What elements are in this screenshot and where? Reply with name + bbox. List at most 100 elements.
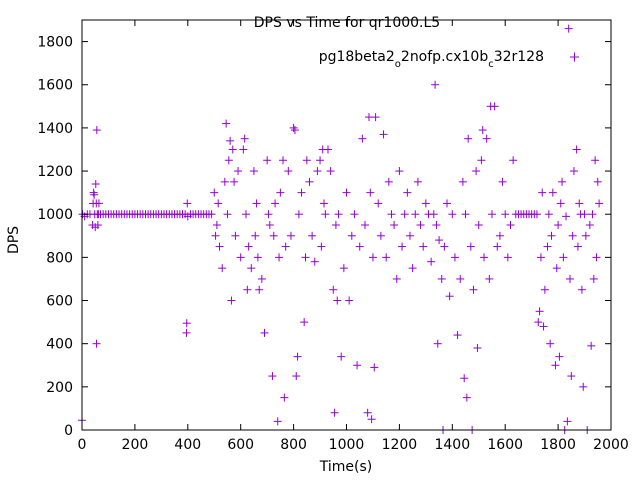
data-point (334, 210, 343, 219)
data-point (585, 221, 594, 229)
data-point (293, 352, 302, 361)
data-point (589, 274, 598, 283)
data-point (234, 167, 243, 176)
data-point (392, 274, 401, 283)
data-point (543, 242, 552, 251)
data-point (540, 285, 549, 294)
data-point (490, 102, 499, 111)
data-point (577, 285, 586, 294)
data-point (211, 231, 220, 240)
data-point (580, 210, 589, 219)
data-point (411, 210, 420, 219)
data-point (350, 210, 359, 219)
data-point (485, 274, 494, 283)
data-point (562, 212, 571, 221)
data-point (305, 177, 314, 186)
data-point (552, 264, 561, 273)
data-point (408, 264, 417, 273)
data-point (89, 188, 98, 197)
data-point (355, 242, 364, 251)
plot-marks (78, 24, 604, 434)
data-point (548, 188, 557, 197)
data-point (294, 210, 303, 219)
data-point (573, 242, 582, 251)
data-point (326, 167, 335, 176)
data-point (453, 331, 462, 340)
data-point (509, 156, 518, 165)
x-tick-label: 400 (174, 437, 201, 453)
data-point (276, 188, 285, 197)
legend-text-part: pg18beta2 (319, 49, 395, 65)
data-point (93, 221, 102, 229)
data-point (260, 328, 269, 337)
data-point (478, 126, 487, 135)
data-point (556, 199, 565, 208)
data-point (437, 274, 446, 283)
data-point (473, 344, 482, 352)
y-tick-label: 0 (64, 423, 73, 439)
data-point (532, 210, 541, 219)
data-point (538, 188, 547, 197)
data-point (367, 415, 376, 424)
data-point (333, 296, 342, 305)
data-point (284, 167, 293, 176)
data-point (310, 257, 319, 266)
data-point (555, 352, 564, 361)
data-point (563, 417, 572, 426)
data-point (384, 177, 393, 186)
data-point (405, 231, 414, 240)
data-point (456, 274, 465, 283)
data-point (182, 328, 191, 337)
data-point (432, 221, 441, 229)
data-point (92, 339, 101, 348)
data-point (214, 199, 223, 208)
x-tick-label: 0 (78, 437, 87, 453)
data-point (345, 296, 354, 305)
data-point (536, 253, 545, 262)
data-point (579, 382, 588, 391)
data-point (403, 188, 412, 197)
y-tick-label: 1800 (37, 35, 73, 51)
data-point (376, 231, 385, 240)
y-tick-label: 1400 (37, 121, 73, 137)
data-point (495, 231, 504, 240)
data-point (581, 231, 590, 240)
data-point (252, 199, 261, 208)
y-tick-label: 1200 (37, 164, 73, 180)
data-point (226, 136, 235, 145)
x-axis-label: Time(s) (319, 459, 372, 475)
data-point (472, 167, 481, 176)
data-point (263, 156, 272, 165)
data-point (480, 253, 489, 262)
data-point (337, 352, 346, 361)
data-point (239, 145, 248, 154)
data-point (281, 242, 290, 251)
data-point (240, 134, 249, 143)
data-point (244, 242, 253, 251)
data-point (458, 177, 467, 186)
x-axis: 0 200 400 600 800 1000 1200 1400 1600 1800 2000 (78, 20, 629, 453)
data-point (568, 231, 577, 240)
data-point (286, 231, 295, 240)
x-tick-label: 1600 (487, 437, 523, 453)
data-point (231, 231, 240, 240)
data-point (210, 188, 219, 197)
data-point (421, 199, 430, 208)
data-point (358, 134, 367, 143)
data-point (482, 134, 491, 143)
y-axis-label: DPS (6, 226, 22, 254)
data-point (91, 180, 100, 188)
data-point (413, 177, 422, 186)
legend: pg18beta2o2nofp.cx10bc32r128 (319, 49, 579, 70)
data-point (339, 264, 348, 273)
data-point (218, 264, 227, 273)
data-point (323, 145, 332, 154)
data-point (460, 374, 469, 383)
data-point (353, 361, 362, 370)
data-point (461, 210, 470, 219)
data-point (329, 285, 338, 294)
data-point (429, 210, 438, 219)
y-tick-label: 200 (46, 380, 73, 396)
data-point (448, 210, 457, 219)
data-point (275, 253, 284, 262)
